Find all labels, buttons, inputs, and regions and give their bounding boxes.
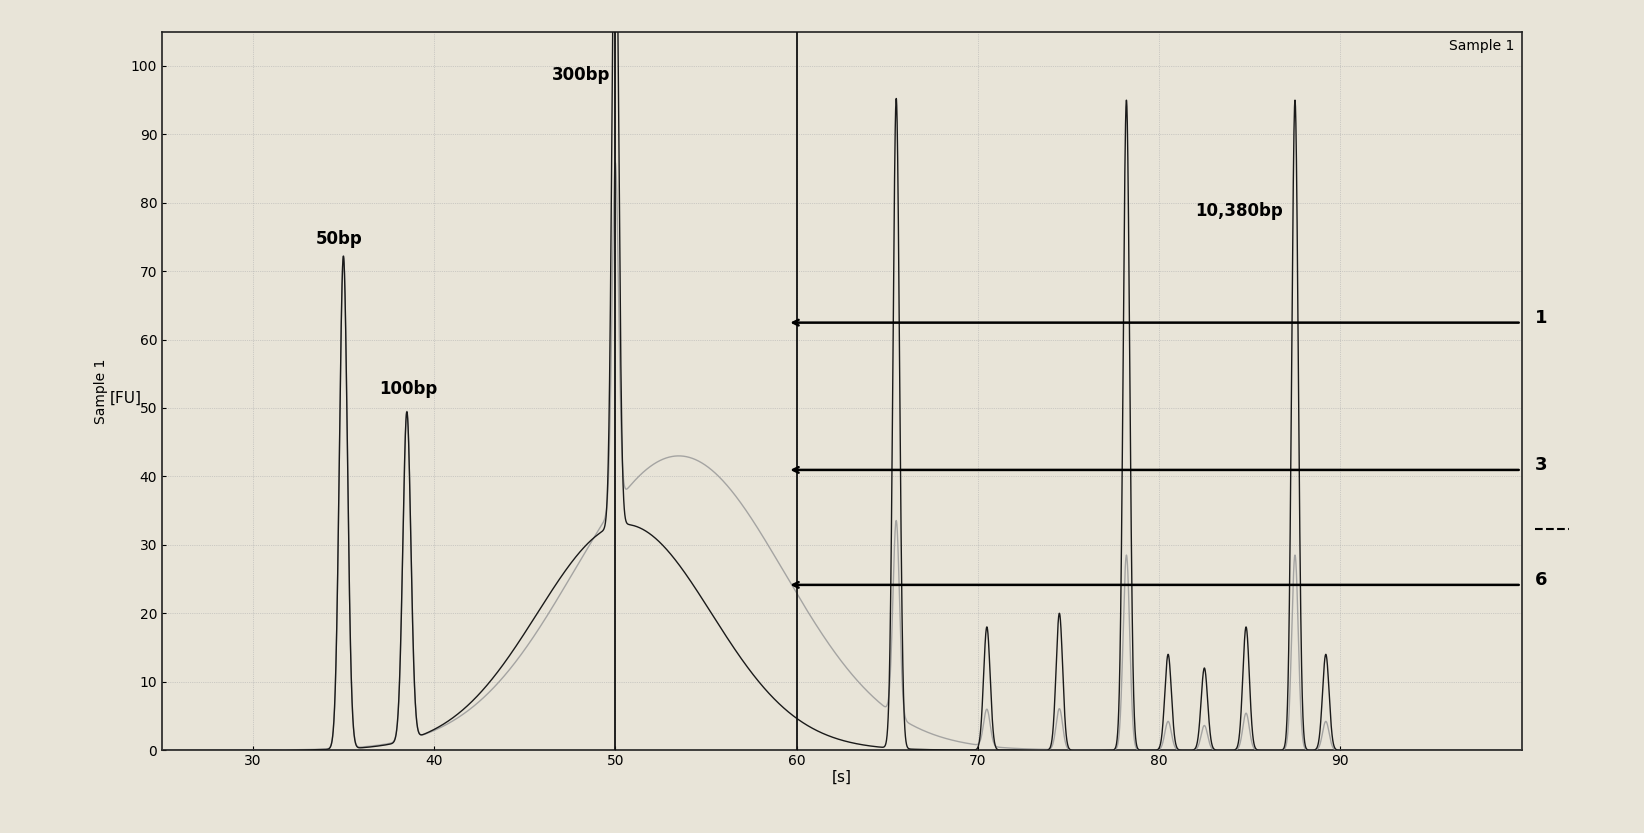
Text: 3: 3 bbox=[1535, 456, 1547, 474]
Text: 10,380bp: 10,380bp bbox=[1195, 202, 1282, 221]
Text: 6: 6 bbox=[1535, 571, 1547, 589]
Text: 1: 1 bbox=[1535, 309, 1547, 327]
Text: 300bp: 300bp bbox=[552, 66, 610, 83]
Text: Sample 1: Sample 1 bbox=[1450, 39, 1514, 52]
X-axis label: [s]: [s] bbox=[832, 770, 852, 785]
Y-axis label: [FU]: [FU] bbox=[110, 391, 141, 406]
Text: 50bp: 50bp bbox=[316, 230, 363, 247]
Text: 100bp: 100bp bbox=[380, 381, 437, 398]
Text: Sample 1: Sample 1 bbox=[94, 358, 109, 423]
